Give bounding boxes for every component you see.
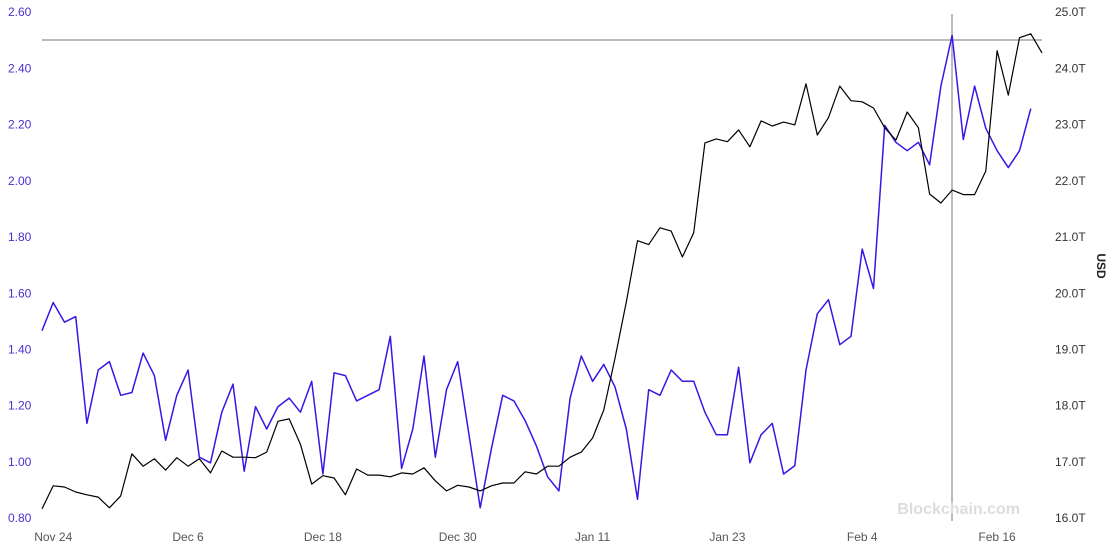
y2-tick-label: 16.0T	[1055, 511, 1086, 525]
y-tick-label: 2.00	[8, 174, 32, 188]
x-tick-label: Feb 4	[847, 530, 878, 544]
x-tick-label: Jan 23	[709, 530, 745, 544]
y-tick-label: 2.40	[8, 61, 32, 75]
y2-tick-label: 24.0T	[1055, 61, 1086, 75]
y-tick-label: 1.60	[8, 286, 32, 300]
x-tick-label: Dec 6	[172, 530, 204, 544]
y2-tick-label: 19.0T	[1055, 343, 1086, 357]
x-tick-label: Nov 24	[34, 530, 72, 544]
y2-tick-label: 17.0T	[1055, 455, 1086, 469]
y-tick-label: 1.40	[8, 343, 32, 357]
x-tick-label: Feb 16	[978, 530, 1016, 544]
series-line	[41, 33, 1043, 510]
y2-tick-label: 18.0T	[1055, 399, 1086, 413]
y2-axis-label: USD	[1094, 253, 1108, 279]
y2-tick-label: 21.0T	[1055, 230, 1086, 244]
y2-tick-label: 23.0T	[1055, 118, 1086, 132]
y-tick-label: 0.80	[8, 511, 32, 525]
watermark: Blockchain.com	[897, 501, 1020, 518]
y2-tick-label: 20.0T	[1055, 286, 1086, 300]
series-line	[41, 34, 1032, 509]
x-tick-label: Dec 18	[304, 530, 342, 544]
y-tick-label: 2.60	[8, 5, 32, 19]
y2-tick-label: 22.0T	[1055, 174, 1086, 188]
y2-tick-label: 25.0T	[1055, 5, 1086, 19]
x-tick-label: Dec 30	[439, 530, 477, 544]
y-tick-label: 1.80	[8, 230, 32, 244]
x-tick-label: Jan 11	[575, 530, 610, 544]
y-tick-label: 1.00	[8, 455, 32, 469]
y-tick-label: 1.20	[8, 399, 32, 413]
y-tick-label: 2.20	[8, 118, 32, 132]
